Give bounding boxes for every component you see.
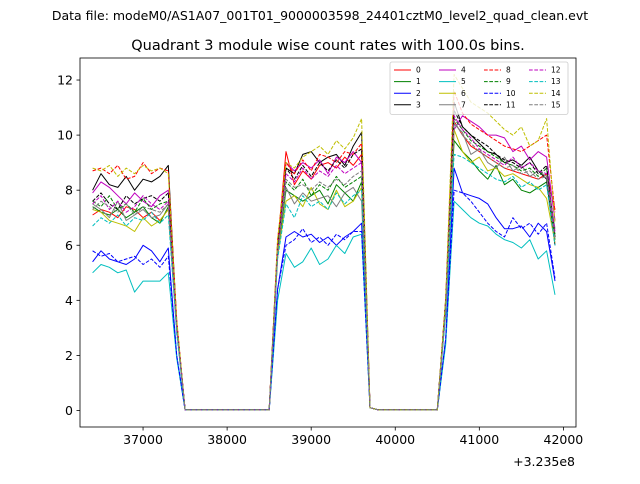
x-tick-label: 39000 [291,432,331,447]
legend-label-0: 0 [416,66,421,75]
legend-label-1: 1 [416,77,421,86]
x-tick-label: 40000 [375,432,415,447]
suptitle: Data file: modeM0/AS1A07_001T01_90000035… [52,8,588,23]
y-tick-label: 12 [57,73,73,88]
y-tick-label: 4 [65,293,73,308]
legend-label-8: 8 [506,66,511,75]
series-line-11 [92,109,556,411]
legend-label-6: 6 [461,89,466,98]
y-tick-label: 10 [57,128,73,143]
legend-label-3: 3 [416,100,421,109]
legend-label-12: 12 [551,66,561,75]
legend-box [389,61,569,115]
plot-area [92,74,556,411]
y-tick-label: 6 [65,238,73,253]
legend-label-4: 4 [461,66,466,75]
x-tick-label: 38000 [207,432,247,447]
x-tick-label: 42000 [544,432,584,447]
legend-label-10: 10 [506,89,516,98]
series-line-10 [92,189,556,411]
series-line-15 [92,120,556,411]
legend-label-5: 5 [461,77,466,86]
y-tick-label: 2 [65,348,73,363]
legend-label-9: 9 [506,77,511,86]
x-tick-label: 37000 [123,432,163,447]
x-tick-label: 41000 [459,432,499,447]
legend-label-11: 11 [506,100,516,109]
series-line-12 [92,115,556,411]
legend-label-14: 14 [551,89,561,98]
y-tick-label: 0 [65,403,73,418]
series-line-2 [92,167,556,411]
legend-label-13: 13 [551,77,561,86]
series-line-9 [92,118,556,411]
legend-label-2: 2 [416,89,421,98]
y-tick-label: 8 [65,183,73,198]
series-line-5 [92,200,556,411]
legend-label-7: 7 [461,100,466,109]
legend-label-15: 15 [551,100,561,109]
chart-title: Quadrant 3 module wise count rates with … [131,38,525,54]
series-line-13 [92,153,556,411]
axes-frame [79,57,577,428]
x-offset-label: +3.235e8 [513,454,575,469]
